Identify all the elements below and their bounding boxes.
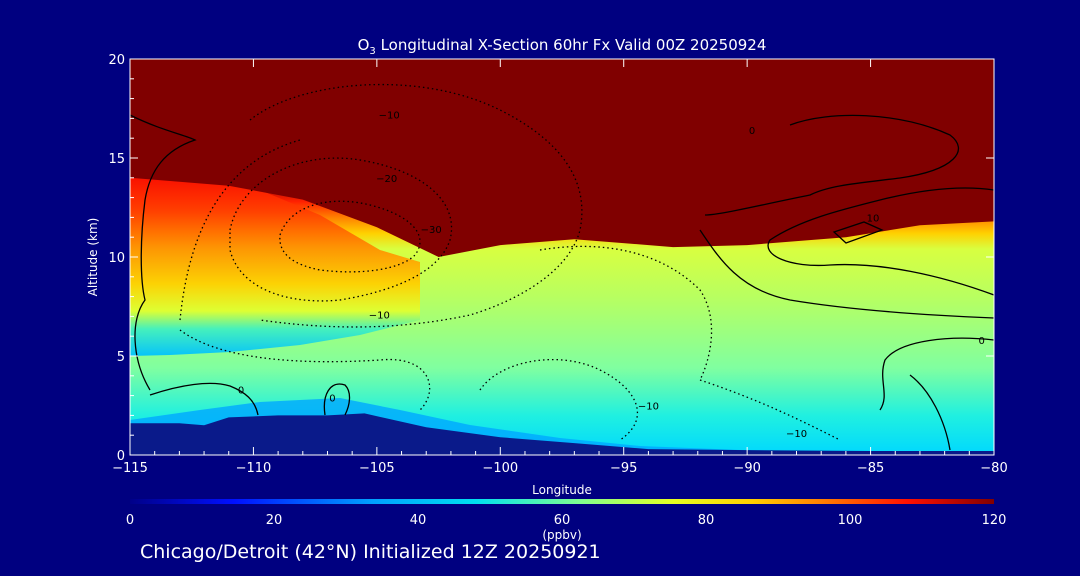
plot-area: −10 −20 −30 −10 0 0 −10 −10 0 10 0 (130, 59, 994, 455)
colorbar-ticks: 0 20 40 60 80 100 120 (126, 513, 1007, 528)
contour-label: −10 (369, 310, 390, 321)
dotted-contour (249, 83, 583, 328)
x-axis-label: Longitude (532, 483, 592, 497)
x-tick-label: −80 (980, 461, 1007, 476)
ozone-change-contours (130, 83, 994, 451)
y-tick-label: 10 (108, 251, 125, 266)
y-tick-label: 0 (117, 449, 125, 464)
dotted-contour (279, 200, 421, 273)
x-tick-label: −90 (733, 461, 760, 476)
colorbar-tick-label: 0 (126, 513, 134, 528)
y-axis-label: Altitude (km) (86, 218, 100, 297)
solid-contour (149, 382, 351, 416)
colorbar-tick-label: 20 (266, 513, 283, 528)
contour-label: −10 (786, 429, 807, 440)
contour-label: −10 (379, 110, 400, 121)
contour-label: 0 (238, 386, 244, 397)
contour-label: 0 (978, 336, 984, 347)
western-high-ozone-region (130, 176, 420, 356)
chart-title: O3 Longitudinal X-Section 60hr Fx Valid … (358, 36, 767, 57)
solid-contour (704, 114, 960, 216)
solid-contour (699, 229, 994, 319)
colorbar-tick-label: 60 (554, 513, 571, 528)
contour-label: −30 (421, 225, 442, 236)
contour-label: 10 (867, 213, 880, 224)
footer-initialization-text: Chicago/Detroit (42°N) Initialized 12Z 2… (140, 541, 601, 563)
colorbar-tick-label: 120 (982, 513, 1007, 528)
dotted-contour (539, 245, 713, 381)
solid-contour (767, 187, 994, 296)
contour-label: 0 (749, 126, 755, 137)
colorbar-tick-label: 80 (698, 513, 715, 528)
x-tick-label: −115 (112, 461, 148, 476)
stratospheric-ozone-region (130, 59, 994, 257)
y-tick-label: 15 (108, 152, 125, 167)
x-tick-label: −110 (236, 461, 272, 476)
x-axis: −115 −110 −105 −100 −95 −90 −85 −80 (112, 59, 1008, 476)
colorbar-tick-label: 100 (838, 513, 863, 528)
colorbar-tick-label: 40 (410, 513, 427, 528)
contour-label: −10 (638, 401, 659, 412)
solid-contour (130, 114, 197, 391)
contour-label: 0 (329, 394, 335, 405)
solid-contour (832, 221, 884, 244)
colorbar (130, 499, 994, 504)
colorbar-unit-label: (ppbv) (542, 528, 581, 542)
y-tick-label: 20 (108, 53, 125, 68)
x-tick-label: −95 (610, 461, 637, 476)
solid-contour (879, 337, 994, 451)
y-axis: 0 5 10 15 20 (108, 53, 994, 464)
dotted-contour (229, 157, 453, 302)
y-tick-label: 5 (117, 350, 125, 365)
x-tick-label: −100 (482, 461, 518, 476)
x-tick-label: −85 (857, 461, 884, 476)
contour-labels: −10 −20 −30 −10 0 0 −10 −10 0 10 0 (238, 110, 985, 440)
dotted-contour (179, 139, 431, 411)
terrain-mask (130, 413, 994, 455)
contour-label: −20 (376, 174, 397, 185)
x-tick-label: −105 (359, 461, 395, 476)
